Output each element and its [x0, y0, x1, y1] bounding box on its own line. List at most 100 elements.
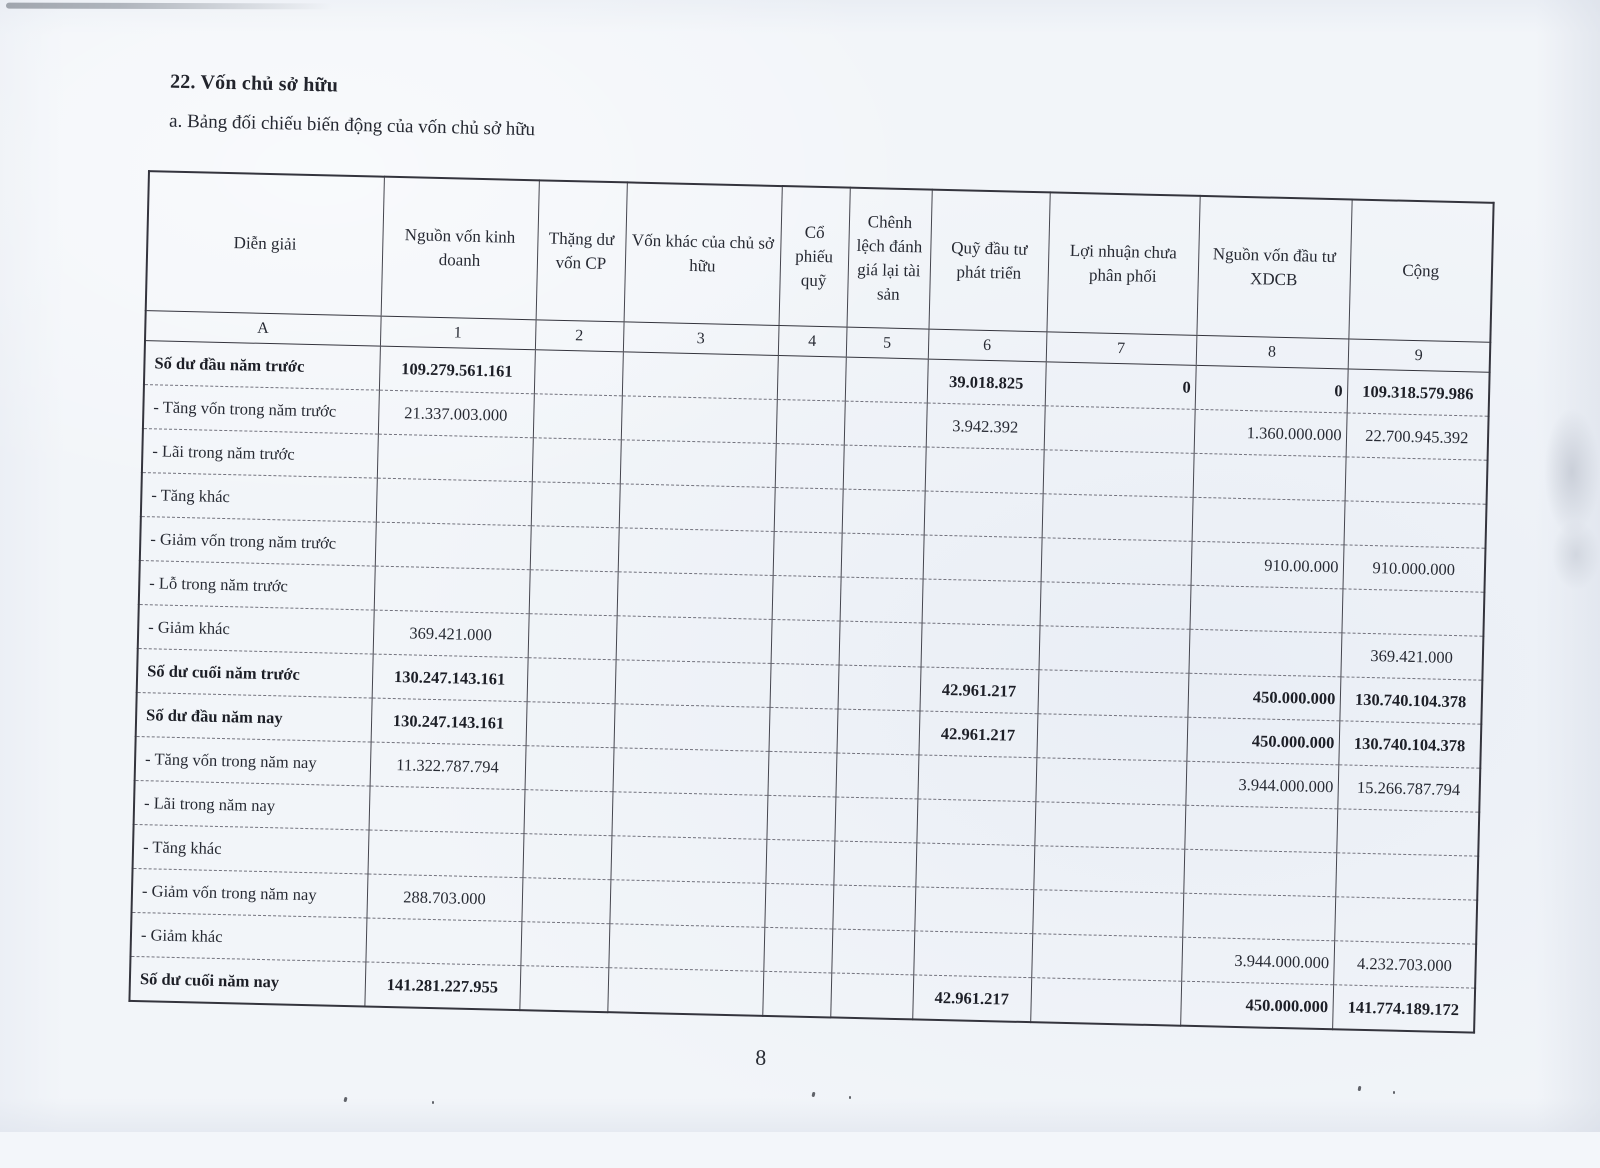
value-cell: [525, 701, 615, 748]
value-cell: [1344, 456, 1488, 505]
value-cell: [374, 522, 531, 570]
column-header: Lợi nhuận chưa phân phối: [1046, 192, 1200, 336]
value-cell: 22.700.945.392: [1345, 412, 1489, 461]
row-label: Số dư đầu năm trước: [143, 340, 380, 391]
value-cell: [841, 489, 925, 535]
value-cell: [610, 835, 767, 884]
value-cell: [913, 930, 1033, 978]
value-cell: 11.322.787.794: [369, 742, 526, 790]
value-cell: [772, 531, 842, 578]
value-cell: [608, 923, 765, 972]
value-cell: [923, 491, 1043, 538]
column-index: 5: [845, 327, 929, 360]
value-cell: [840, 533, 924, 579]
value-cell: [1037, 669, 1189, 718]
section-subtitle: a. Bảng đối chiếu biến động của vốn chủ …: [168, 110, 536, 141]
row-label: - Tăng khác: [132, 824, 369, 874]
value-cell: [376, 434, 533, 482]
value-cell: [764, 883, 834, 929]
value-cell: [375, 478, 532, 526]
value-cell: [619, 439, 776, 488]
row-label: Số dư đầu năm nay: [135, 692, 372, 743]
value-cell: [1032, 889, 1184, 938]
value-cell: [617, 527, 774, 576]
value-cell: 450.000.000: [1187, 673, 1341, 721]
value-cell: [373, 566, 530, 614]
scan-artifact-right-patch: [1552, 520, 1600, 590]
value-cell: 109.318.579.986: [1346, 368, 1490, 417]
column-header: Quỹ đầu tư phát triển: [928, 189, 1050, 332]
value-cell: 0: [1194, 365, 1348, 413]
value-cell: [1183, 849, 1337, 897]
row-label: - Giảm khác: [130, 912, 367, 962]
value-cell: 1.360.000.000: [1193, 409, 1347, 457]
column-index: 4: [777, 325, 847, 358]
value-cell: 130.247.143.161: [370, 698, 527, 746]
value-cell: [1038, 625, 1190, 674]
row-label: - Giảm vốn trong năm trước: [139, 516, 376, 567]
column-header: Cộng: [1348, 199, 1494, 343]
value-cell: [613, 703, 770, 752]
value-cell: [836, 709, 920, 755]
value-cell: [835, 753, 919, 799]
value-cell: [520, 921, 610, 968]
section-title: 22. Vốn chủ sở hữu: [169, 70, 339, 97]
value-cell: [1335, 852, 1479, 901]
value-cell: [833, 840, 917, 887]
value-cell: [914, 886, 1034, 934]
value-cell: [769, 663, 839, 710]
value-cell: [839, 577, 923, 623]
value-cell: [1035, 757, 1187, 806]
row-label: - Tăng vốn trong năm trước: [142, 384, 379, 435]
value-cell: [1034, 801, 1186, 850]
scan-speck: [1393, 1091, 1395, 1094]
value-cell: 130.740.104.378: [1339, 676, 1483, 725]
page-number: 8: [754, 1044, 767, 1070]
value-cell: [766, 795, 836, 841]
value-cell: [533, 349, 623, 396]
value-cell: 130.247.143.161: [371, 654, 528, 702]
value-cell: [521, 877, 611, 924]
value-cell: 3.944.000.000: [1185, 761, 1339, 809]
value-cell: 42.961.217: [912, 974, 1032, 1023]
value-cell: 141.281.227.955: [364, 961, 521, 1011]
column-header: Nguồn vốn đầu tư XDCB: [1196, 195, 1352, 339]
value-cell: [620, 395, 777, 444]
value-cell: [614, 659, 771, 708]
value-cell: 450.000.000: [1186, 717, 1340, 765]
value-cell: [607, 967, 764, 1016]
value-cell: [1033, 845, 1185, 894]
value-cell: [528, 569, 618, 616]
value-cell: 42.961.217: [918, 710, 1038, 758]
value-cell: [618, 483, 775, 532]
value-cell: [837, 665, 921, 711]
row-label: - Lỗ trong năm trước: [138, 560, 375, 611]
equity-movement-table: Diễn giải Nguồn vốn kinh doanh Thặng dư vố…: [128, 170, 1495, 1034]
row-label: - Tăng vốn trong năm nay: [134, 736, 371, 787]
value-cell: [1191, 497, 1345, 545]
value-cell: 910.00.000: [1190, 541, 1344, 589]
value-cell: 15.266.787.794: [1337, 764, 1481, 813]
value-cell: [832, 884, 916, 931]
column-index: 9: [1347, 338, 1491, 373]
value-cell: [616, 571, 773, 620]
value-cell: [526, 657, 616, 704]
value-cell: [838, 621, 922, 667]
value-cell: [1042, 449, 1194, 498]
value-cell: [831, 928, 915, 975]
value-cell: [1041, 493, 1193, 542]
value-cell: [921, 578, 1041, 626]
value-cell: [767, 751, 837, 797]
value-cell: 910.000.000: [1342, 544, 1486, 593]
value-cell: [1036, 713, 1188, 762]
column-index: 2: [534, 319, 624, 352]
table-body: Số dư đầu năm trước 109.279.561.161 39.018…: [129, 340, 1490, 1033]
row-label: - Lãi trong năm trước: [141, 428, 378, 479]
value-cell: 3.944.000.000: [1181, 937, 1335, 985]
column-index: 7: [1045, 331, 1197, 366]
value-cell: [612, 747, 769, 796]
value-cell: [1341, 588, 1485, 637]
value-cell: [611, 791, 768, 840]
value-cell: [615, 615, 772, 664]
value-cell: [1184, 805, 1338, 853]
